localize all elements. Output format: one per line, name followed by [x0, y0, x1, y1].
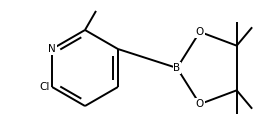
Text: N: N — [48, 44, 56, 54]
Text: Cl: Cl — [40, 82, 50, 92]
Text: O: O — [196, 27, 204, 37]
Text: B: B — [173, 63, 181, 73]
Text: O: O — [196, 99, 204, 109]
